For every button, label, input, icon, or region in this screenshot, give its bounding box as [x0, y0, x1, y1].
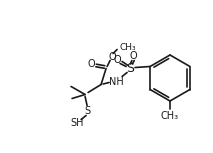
Text: O: O [87, 58, 95, 69]
Text: CH₃: CH₃ [119, 43, 136, 52]
Text: O: O [129, 50, 137, 60]
Text: O: O [108, 52, 116, 62]
Text: CH₃: CH₃ [161, 111, 179, 121]
Text: S: S [84, 106, 90, 116]
Text: NH: NH [109, 76, 124, 86]
Text: SH: SH [70, 119, 84, 129]
Text: S: S [126, 62, 134, 75]
Text: O: O [113, 54, 121, 65]
